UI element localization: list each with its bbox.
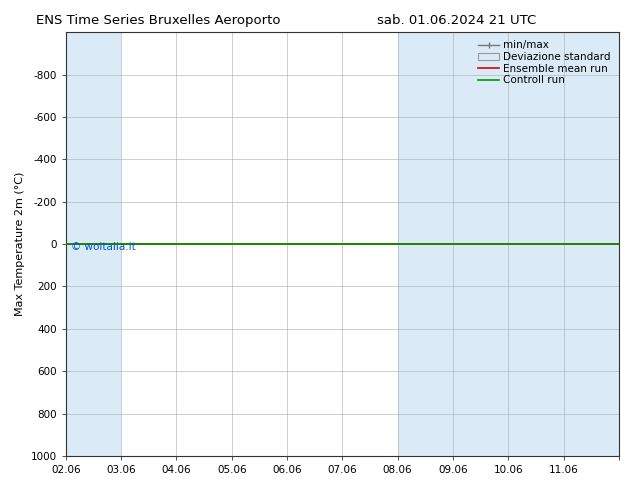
Text: © woitalia.it: © woitalia.it bbox=[71, 242, 136, 252]
Text: sab. 01.06.2024 21 UTC: sab. 01.06.2024 21 UTC bbox=[377, 14, 536, 27]
Bar bbox=[508, 32, 619, 456]
Y-axis label: Max Temperature 2m (°C): Max Temperature 2m (°C) bbox=[15, 172, 25, 316]
Bar bbox=[398, 32, 508, 456]
Legend: min/max, Deviazione standard, Ensemble mean run, Controll run: min/max, Deviazione standard, Ensemble m… bbox=[475, 37, 614, 88]
Text: ENS Time Series Bruxelles Aeroporto: ENS Time Series Bruxelles Aeroporto bbox=[36, 14, 281, 27]
Bar bbox=[66, 32, 121, 456]
